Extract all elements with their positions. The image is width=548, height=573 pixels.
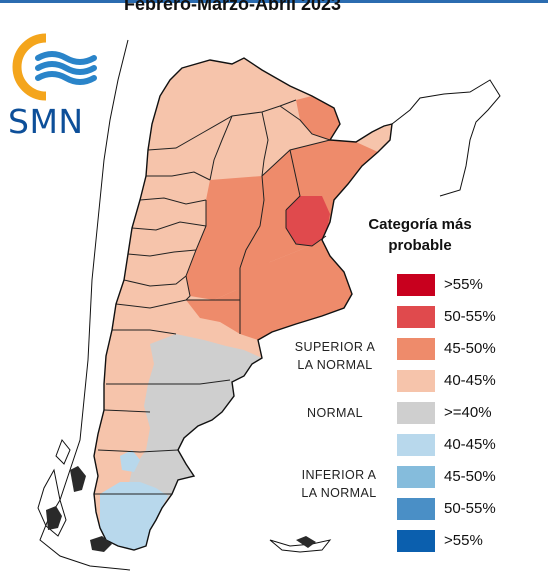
legend-swatch xyxy=(397,402,435,424)
legend-swatch xyxy=(397,370,435,392)
legend-label: 45-50% xyxy=(444,468,496,485)
smn-sun-waves-icon xyxy=(12,32,98,102)
smn-logo-text: SMN xyxy=(8,102,84,141)
legend-group-inferior-line2: LA NORMAL xyxy=(301,486,377,500)
inferior-40-45-patch xyxy=(120,450,140,472)
legend-label: >55% xyxy=(444,532,483,549)
superior-45-50-central-region xyxy=(186,140,378,300)
page-title: Febrero-Marzo-Abril 2023 xyxy=(124,0,342,14)
legend-group-superior-line2: LA NORMAL xyxy=(297,358,373,372)
legend-label: 50-55% xyxy=(444,500,496,517)
top-rule xyxy=(0,0,548,3)
legend-swatch xyxy=(397,434,435,456)
legend-label: 40-45% xyxy=(444,372,496,389)
legend-group-inferior-line1: INFERIOR A xyxy=(301,468,377,482)
legend-label: 45-50% xyxy=(444,340,496,357)
legend-group-superior: SUPERIOR A LA NORMAL xyxy=(280,338,390,374)
legend-label: >=40% xyxy=(444,404,492,421)
superior-45-50-misiones-region xyxy=(296,96,340,140)
normal-patagonia-region xyxy=(128,334,262,506)
superior-45-50-buenos-aires-region xyxy=(186,240,352,340)
legend-swatch xyxy=(397,306,435,328)
legend-label: 50-55% xyxy=(444,308,496,325)
legend-group-superior-line1: SUPERIOR A xyxy=(294,340,376,354)
legend-title-line2: probable xyxy=(388,237,452,254)
legend-title: Categoría más probable xyxy=(350,214,490,256)
legend-swatch xyxy=(397,338,435,360)
neighbor-coastlines xyxy=(37,39,501,571)
legend-swatch xyxy=(397,466,435,488)
smn-logo: SMN xyxy=(8,30,98,141)
legend-swatch xyxy=(397,274,435,296)
inferior-40-45-south-region xyxy=(100,482,168,550)
legend-label: 40-45% xyxy=(444,436,496,453)
legend-label: >55% xyxy=(444,276,483,293)
southern-islands xyxy=(46,466,316,552)
legend-swatch xyxy=(397,498,435,520)
legend-group-inferior: INFERIOR A LA NORMAL xyxy=(284,466,394,502)
legend-group-normal-text: NORMAL xyxy=(307,406,363,420)
superior-50-55-entre-rios-region xyxy=(286,196,330,246)
legend-title-line1: Categoría más xyxy=(368,216,472,233)
province-borders xyxy=(94,99,331,495)
legend-group-normal: NORMAL xyxy=(280,404,390,422)
legend-swatch xyxy=(397,530,435,552)
